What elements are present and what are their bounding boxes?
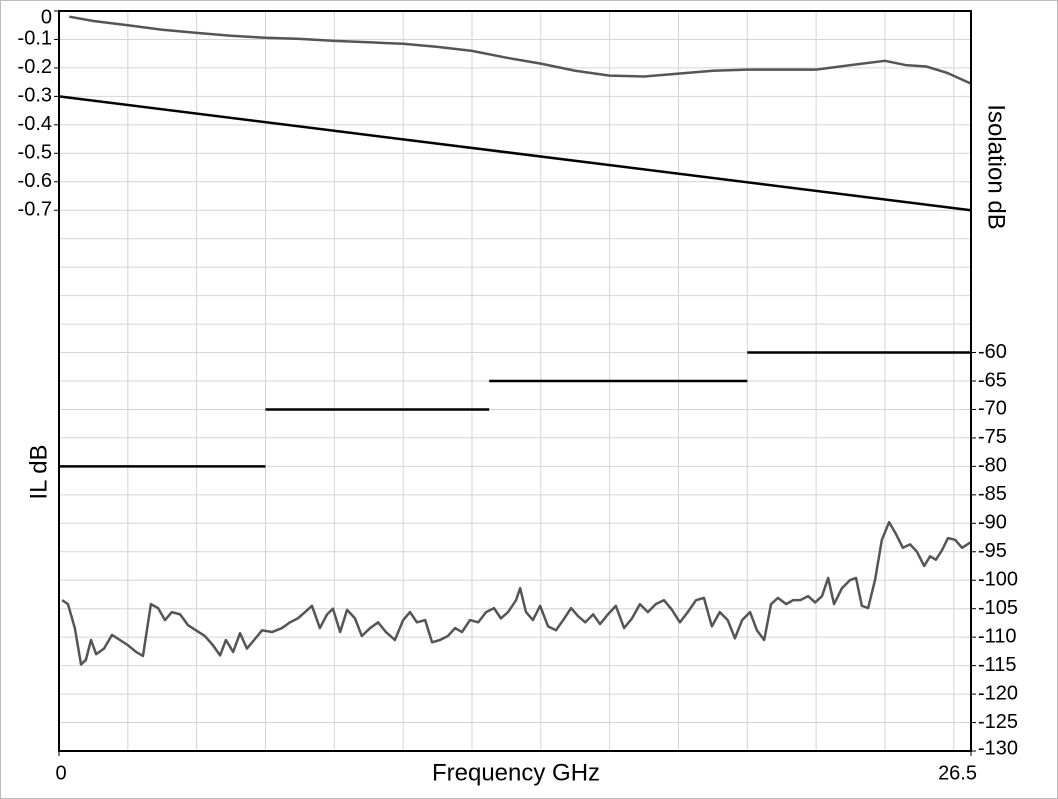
- grid: [59, 11, 971, 751]
- series-line: [69, 15, 972, 85]
- y2-tick-label: -95: [978, 540, 1007, 562]
- x-axis-title: Frequency GHz: [432, 759, 600, 786]
- y2-tick-label: -60: [978, 341, 1007, 363]
- y-axis-title: IL dB: [25, 444, 52, 499]
- series-line: [58, 95, 972, 212]
- y2-tick-label: -85: [978, 483, 1007, 505]
- y2-tick-label: -115: [978, 654, 1017, 676]
- y-tick-label: -0.5: [18, 142, 52, 164]
- y2-axis-title: Isolation dB: [983, 104, 1010, 229]
- y2-tick-label: -90: [978, 512, 1007, 534]
- series-line: [61, 520, 972, 666]
- y-tick-label: 0: [41, 6, 52, 28]
- series-line: [59, 351, 971, 468]
- y2-tick-label: -80: [978, 455, 1007, 477]
- y2-tick-label: -120: [978, 682, 1018, 704]
- y-tick-label: -0.3: [18, 85, 52, 107]
- y2-tick-label: -65: [978, 369, 1007, 391]
- y2-tick-label: -75: [978, 426, 1007, 448]
- x-tick-label: 0: [55, 762, 66, 784]
- y-tick-label: -0.2: [18, 56, 52, 78]
- y-tick-label: -0.6: [18, 170, 52, 192]
- y-tick-label: -0.7: [18, 199, 52, 221]
- plot: [58, 15, 972, 666]
- x-tick-label: 26.5: [938, 762, 977, 784]
- y2-tick-label: -100: [978, 569, 1018, 591]
- y2-tick-label: -70: [978, 398, 1007, 420]
- y2-tick-label: -110: [978, 625, 1017, 647]
- y-tick-label: -0.4: [18, 113, 52, 135]
- y2-tick-label: -105: [978, 597, 1018, 619]
- y2-tick-label: -130: [978, 737, 1018, 759]
- y2-tick-label: -125: [978, 711, 1018, 733]
- y-tick-label: -0.1: [18, 28, 52, 50]
